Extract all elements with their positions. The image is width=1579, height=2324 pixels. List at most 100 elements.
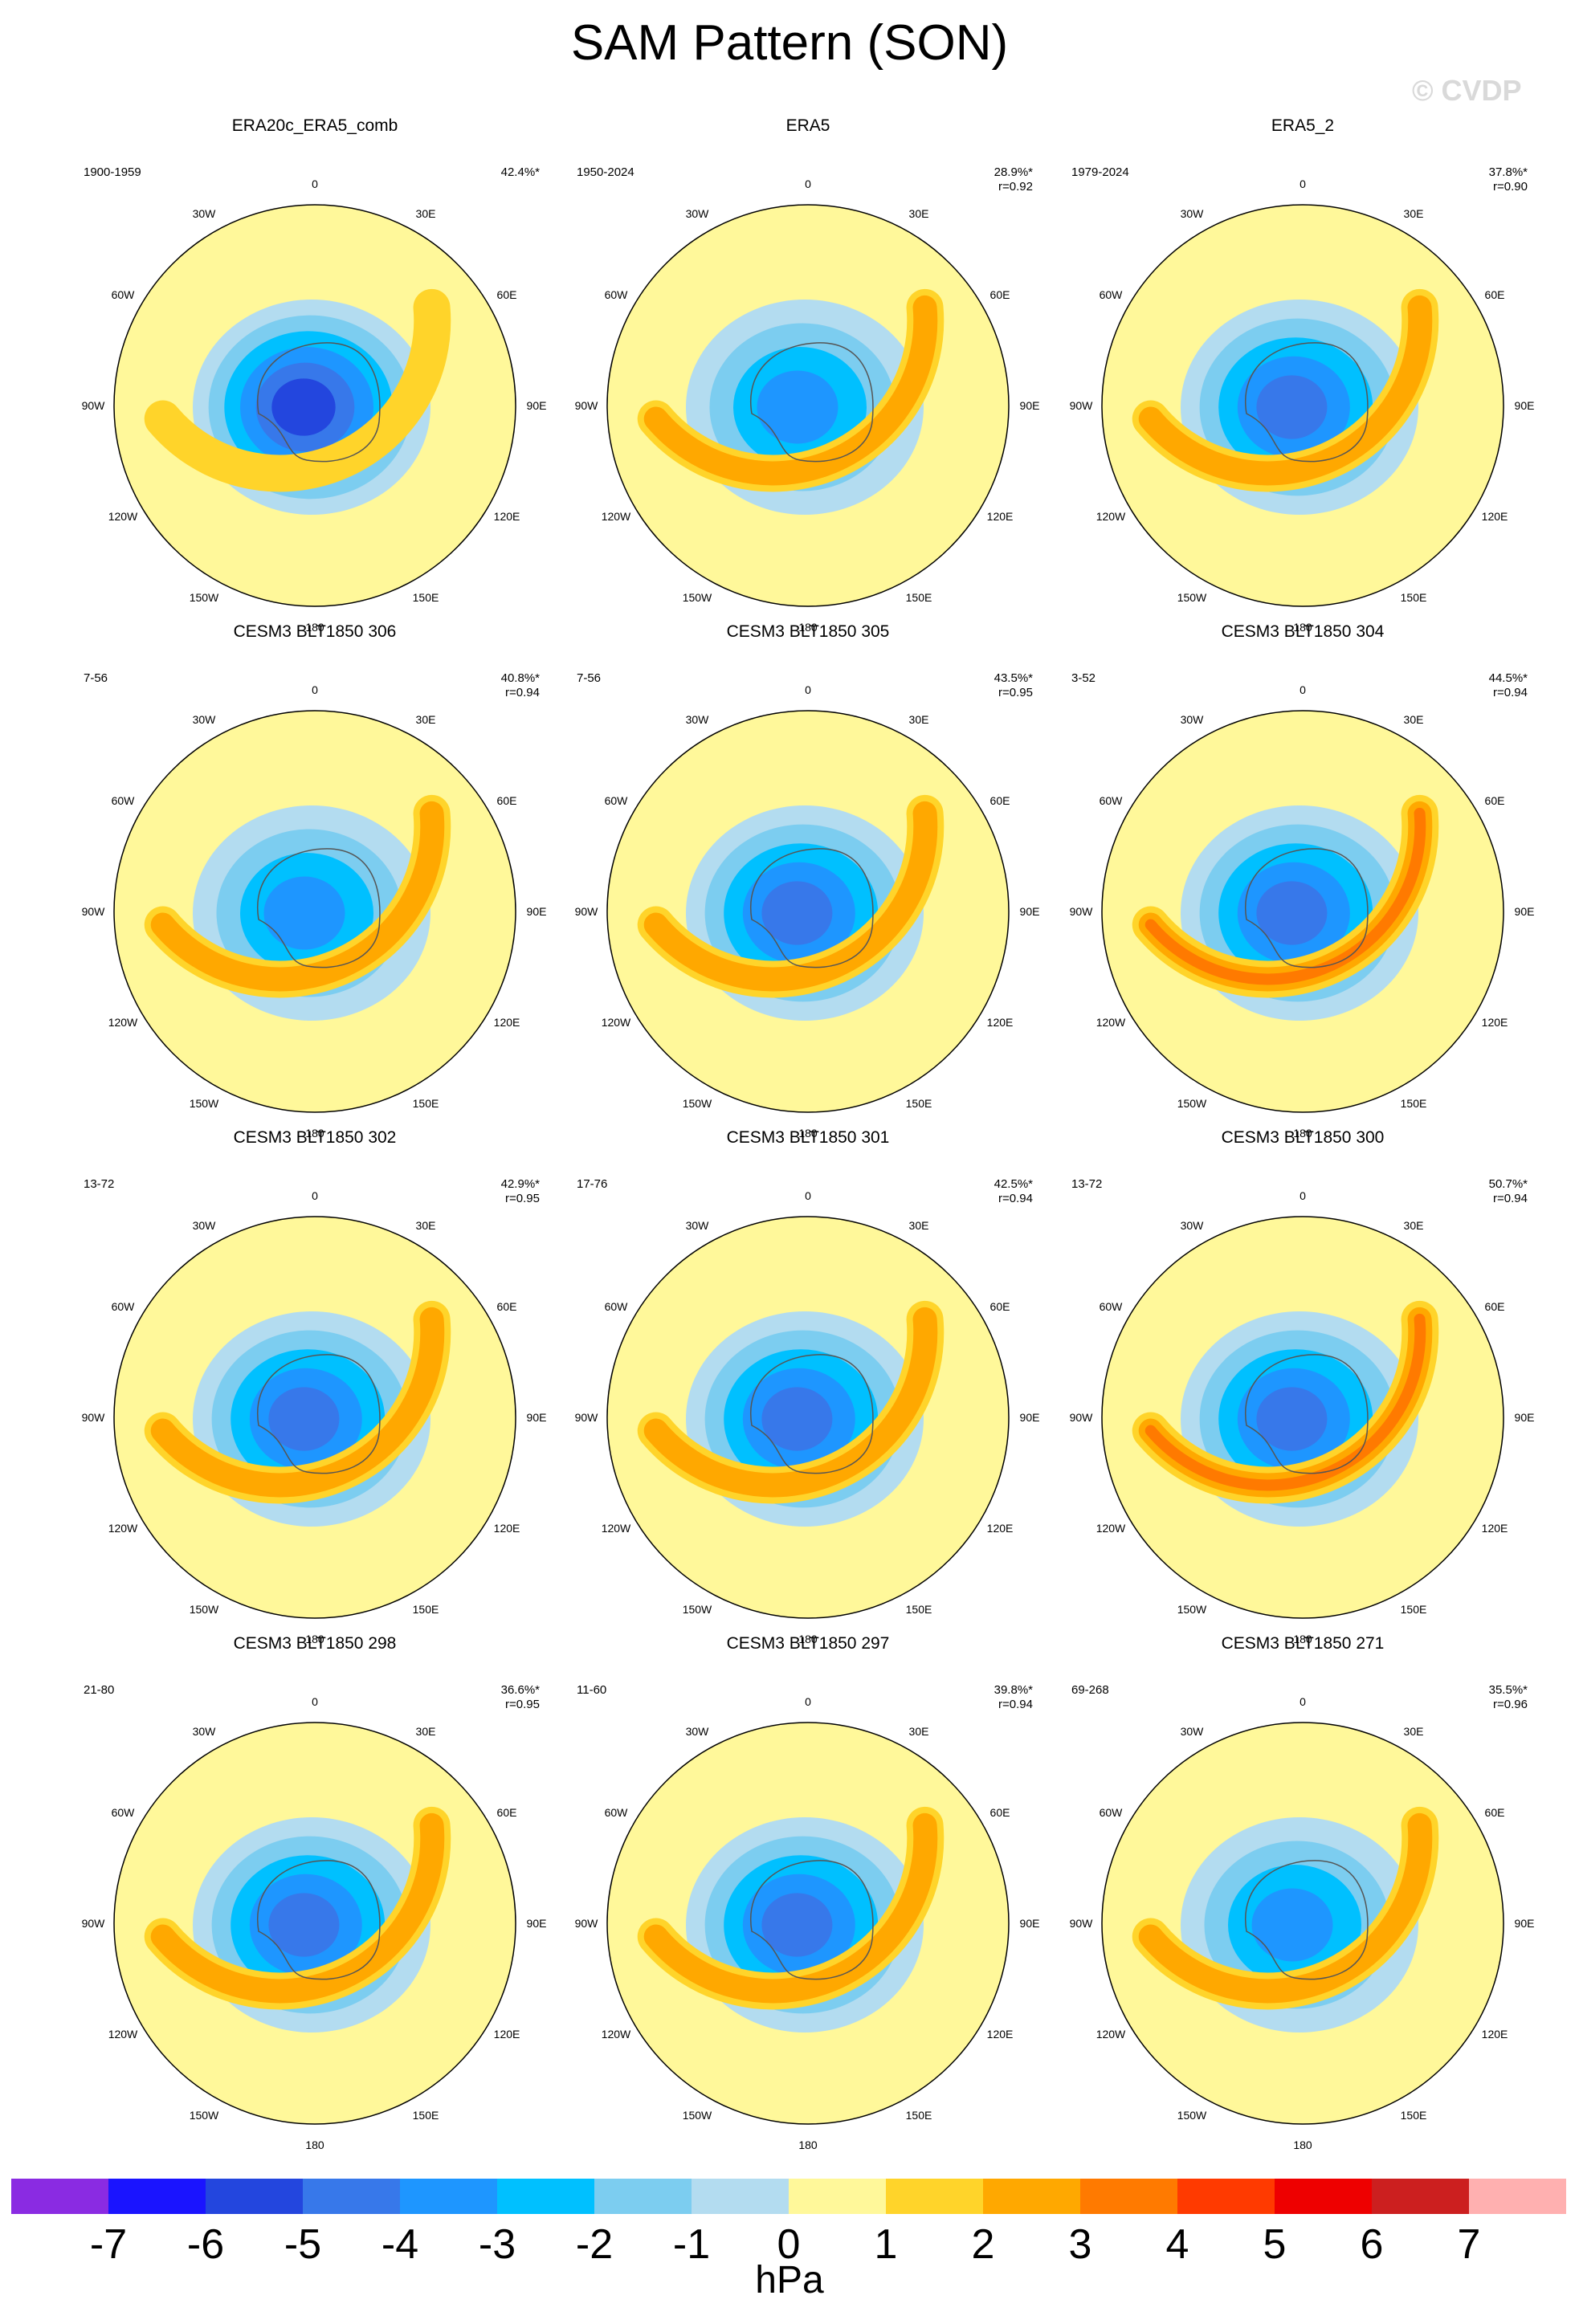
negative-anomaly-contour bbox=[268, 1387, 340, 1451]
longitude-label: 150W bbox=[1177, 1603, 1207, 1616]
longitude-label: 60E bbox=[1485, 288, 1505, 301]
longitude-label: 60W bbox=[605, 1806, 629, 1819]
colorbar-tick-label: 6 bbox=[1360, 2221, 1384, 2268]
positive-anomaly-contour bbox=[150, 1307, 445, 1498]
colorbar-tick-label: 4 bbox=[1165, 2221, 1189, 2268]
panel-title: CESM3 BLT1850 305 bbox=[726, 622, 890, 641]
longitude-label: 30W bbox=[1181, 1219, 1205, 1232]
map-boundary bbox=[606, 1722, 1010, 2125]
longitude-label: 150E bbox=[413, 2109, 439, 2122]
variance-label: 39.8%* bbox=[994, 1683, 1034, 1697]
map-panel: CESM3 BLT1850 297 0 30E 60E 90E 120E 150E 180 15… bbox=[551, 1634, 1065, 2151]
map-boundary bbox=[113, 204, 516, 607]
period-label: 13-72 bbox=[84, 1177, 114, 1191]
longitude-label: 120E bbox=[987, 1522, 1014, 1535]
longitude-label: 30E bbox=[909, 1725, 929, 1738]
longitude-label: 0 bbox=[1300, 177, 1306, 190]
longitude-label: 30W bbox=[686, 207, 710, 220]
longitude-label: 90W bbox=[575, 399, 599, 412]
colorbar-segment bbox=[983, 2179, 1081, 2214]
longitude-label: 90W bbox=[1070, 905, 1094, 918]
negative-anomaly-contour bbox=[761, 1893, 833, 1957]
panel-title: CESM3 BLT1850 306 bbox=[233, 622, 397, 641]
colorbar-tick-label: 7 bbox=[1457, 2221, 1481, 2268]
longitude-label: 120W bbox=[602, 2028, 631, 2041]
longitude-label: 150W bbox=[1177, 591, 1207, 604]
longitude-label: 60W bbox=[112, 1806, 136, 1819]
variance-label: 35.5%* bbox=[1489, 1683, 1528, 1697]
page-title: SAM Pattern (SON) bbox=[570, 15, 1009, 71]
coastline bbox=[1245, 848, 1369, 968]
longitude-label: 90W bbox=[1070, 1411, 1094, 1424]
panel-title: CESM3 BLT1850 298 bbox=[233, 1634, 397, 1653]
longitude-label: 30E bbox=[1404, 1725, 1424, 1738]
map-panel: CESM3 BLT1850 298 0 30E 60E 90E 120E 150E 180 15… bbox=[58, 1634, 572, 2151]
longitude-label: 0 bbox=[805, 177, 811, 190]
longitude-label: 150W bbox=[683, 1097, 712, 1110]
positive-anomaly-contour bbox=[1138, 295, 1433, 486]
colorbar-labels: -7 -6 -5 -4 -3 -2 -1 0 1 2 3 4 5 6 7 bbox=[0, 2220, 1579, 2269]
longitude-label: 120E bbox=[1482, 510, 1508, 523]
panel-title: CESM3 BLT1850 302 bbox=[233, 1128, 397, 1147]
longitude-label: 120W bbox=[602, 1016, 631, 1029]
longitude-label: 30W bbox=[686, 1725, 710, 1738]
map-panel: ERA5 0 30E 60E 90E 120E 150E 180 150W 120W 90W 60W 3… bbox=[551, 116, 1065, 634]
negative-anomaly-contour bbox=[761, 881, 833, 945]
longitude-label: 150W bbox=[190, 591, 219, 604]
longitude-label: 120W bbox=[1096, 1016, 1126, 1029]
longitude-label: 150W bbox=[190, 1097, 219, 1110]
map-boundary bbox=[113, 1216, 516, 1619]
variance-label: 50.7%* bbox=[1489, 1177, 1528, 1191]
coastline bbox=[1245, 1354, 1369, 1474]
longitude-label: 60E bbox=[990, 288, 1010, 301]
longitude-label: 60W bbox=[1100, 288, 1124, 301]
longitude-label: 60E bbox=[1485, 1300, 1505, 1313]
longitude-label: 90W bbox=[82, 399, 106, 412]
correlation-label: r=0.95 bbox=[505, 1192, 540, 1205]
variance-label: 36.6%* bbox=[501, 1683, 541, 1697]
negative-anomaly-contour bbox=[271, 378, 336, 436]
longitude-label: 30E bbox=[1404, 1219, 1424, 1232]
longitude-label: 0 bbox=[312, 1189, 318, 1202]
map-panel: CESM3 BLT1850 271 0 30E 60E 90E 120E 150E 180 15… bbox=[1046, 1634, 1560, 2151]
coastline bbox=[1245, 342, 1369, 463]
longitude-label: 180 bbox=[1293, 621, 1312, 634]
map-boundary bbox=[1101, 204, 1504, 607]
longitude-label: 120W bbox=[602, 1522, 631, 1535]
longitude-label: 180 bbox=[305, 1633, 324, 1645]
longitude-label: 30W bbox=[193, 207, 217, 220]
correlation-label: r=0.94 bbox=[1493, 1192, 1528, 1205]
polar-map: 0 30E 60E 90E 120E 150E 180 150W 120W 90W 60W 30W 17… bbox=[575, 1177, 1040, 1645]
longitude-label: 150E bbox=[413, 1603, 439, 1616]
map-boundary bbox=[1101, 710, 1504, 1113]
coastline bbox=[257, 1354, 381, 1474]
colorbar-segment bbox=[1275, 2179, 1373, 2214]
longitude-label: 30E bbox=[1404, 713, 1424, 726]
map-boundary bbox=[606, 204, 1010, 607]
longitude-label: 60W bbox=[112, 288, 136, 301]
longitude-label: 30W bbox=[193, 1219, 217, 1232]
longitude-label: 150E bbox=[906, 591, 932, 604]
longitude-label: 150W bbox=[683, 2109, 712, 2122]
longitude-label: 120E bbox=[1482, 2028, 1508, 2041]
longitude-label: 30W bbox=[686, 1219, 710, 1232]
longitude-label: 30E bbox=[416, 1219, 436, 1232]
longitude-label: 90E bbox=[1020, 905, 1040, 918]
coastline bbox=[1245, 1860, 1369, 1980]
longitude-label: 150E bbox=[1401, 591, 1427, 604]
variance-label: 44.5%* bbox=[1489, 671, 1528, 685]
longitude-label: 30E bbox=[1404, 207, 1424, 220]
longitude-label: 30E bbox=[909, 207, 929, 220]
positive-anomaly-contour bbox=[1144, 1313, 1426, 1491]
panel-title: ERA5 bbox=[785, 116, 830, 135]
map-boundary bbox=[113, 1722, 516, 2125]
colorbar-segment bbox=[1080, 2179, 1178, 2214]
longitude-label: 30E bbox=[909, 713, 929, 726]
longitude-label: 60W bbox=[605, 794, 629, 807]
negative-anomaly-contour bbox=[263, 876, 345, 950]
colorbar-tick-label: 0 bbox=[777, 2221, 801, 2268]
longitude-label: 180 bbox=[305, 2138, 324, 2151]
longitude-label: 120E bbox=[1482, 1016, 1508, 1029]
colorbar-tick-label: 2 bbox=[971, 2221, 995, 2268]
correlation-label: r=0.94 bbox=[1493, 686, 1528, 699]
